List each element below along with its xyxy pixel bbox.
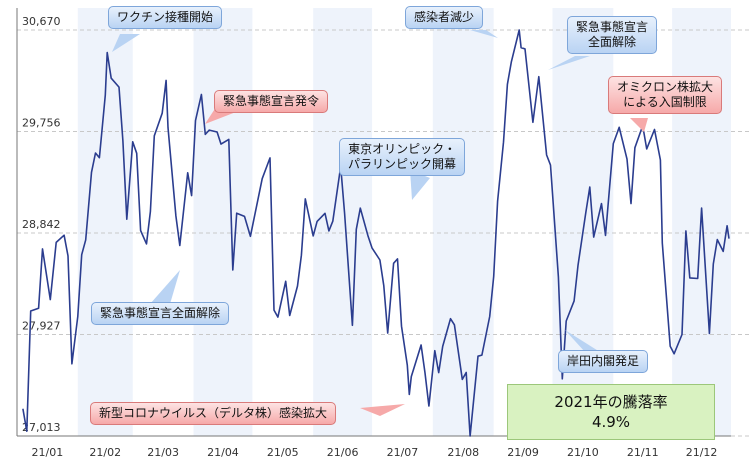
callout-delta: 新型コロナウイルス（デルタ株）感染拡大 — [90, 402, 336, 425]
callout-tail — [630, 118, 648, 132]
x-tick-label: 21/07 — [387, 446, 419, 459]
callout-olympics-line2: パラリンピック開幕 — [348, 157, 456, 172]
x-tick-label: 21/05 — [267, 446, 299, 459]
callout-emergency-lifted-sep: 緊急事態宣言 全面解除 — [567, 16, 657, 54]
y-tick-label: 27,927 — [22, 320, 61, 333]
month-band — [313, 8, 372, 436]
month-band — [194, 8, 253, 436]
y-tick-label: 29,756 — [22, 116, 61, 129]
month-band — [433, 8, 494, 436]
callout-emergency-lifted-mar: 緊急事態宣言全面解除 — [91, 302, 229, 325]
x-tick-label: 21/06 — [327, 446, 359, 459]
callout-omicron-line2: による入国制限 — [617, 95, 713, 110]
summary-box: 2021年の騰落率 4.9% — [507, 384, 715, 440]
x-tick-label: 21/03 — [147, 446, 179, 459]
callout-tail — [150, 270, 180, 304]
x-tick-label: 21/10 — [567, 446, 599, 459]
summary-title: 2021年の騰落率 — [508, 392, 714, 412]
callout-kishida: 岸田内閣発足 — [558, 350, 648, 373]
x-tick-label: 21/04 — [207, 446, 239, 459]
callout-vaccine: ワクチン接種開始 — [108, 6, 222, 29]
summary-value: 4.9% — [508, 412, 714, 432]
callout-olympics: 東京オリンピック・ パラリンピック開幕 — [339, 138, 465, 176]
x-tick-label: 21/02 — [89, 446, 121, 459]
callout-emergency-lifted-sep-line1: 緊急事態宣言 — [576, 20, 648, 35]
x-tick-label: 21/08 — [447, 446, 479, 459]
callout-olympics-line1: 東京オリンピック・ — [348, 142, 456, 157]
callout-omicron: オミクロン株拡大 による入国制限 — [608, 76, 722, 114]
y-tick-label: 28,842 — [22, 218, 61, 231]
x-tick-label: 21/09 — [507, 446, 539, 459]
callout-omicron-line1: オミクロン株拡大 — [617, 80, 713, 95]
y-tick-label: 30,670 — [22, 15, 61, 28]
callout-emergency-declared: 緊急事態宣言発令 — [214, 90, 328, 113]
callout-infections-down: 感染者減少 — [405, 6, 483, 29]
month-band — [78, 8, 133, 436]
x-tick-label: 21/12 — [686, 446, 718, 459]
x-tick-label: 21/11 — [627, 446, 659, 459]
x-tick-label: 21/01 — [32, 446, 64, 459]
callout-emergency-lifted-sep-line2: 全面解除 — [576, 35, 648, 50]
